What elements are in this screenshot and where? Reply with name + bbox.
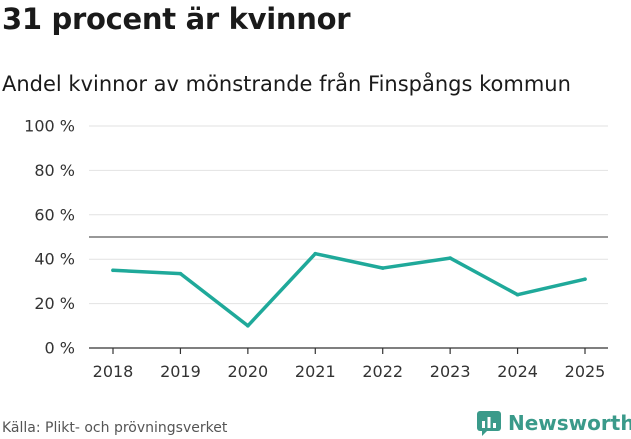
grid-lines — [89, 125, 608, 305]
line-chart: 0 % 20 % 40 % 60 % 80 % 100 % 2018 2019 2020 202… — [24, 117, 608, 381]
brand-name: Newsworthy — [508, 411, 631, 435]
x-axis: 2018 2019 2020 2021 2022 2023 2024 2025 — [89, 347, 608, 381]
x-tick-label: 2018 — [93, 362, 134, 381]
y-tick-label: 0 % — [45, 339, 75, 358]
chart-title: 31 procent är kvinnor — [2, 2, 351, 36]
x-tick-label: 2022 — [362, 362, 403, 381]
source-note: Källa: Plikt- och prövningsverket — [2, 420, 228, 436]
data-point — [111, 268, 115, 273]
x-tick-label: 2023 — [430, 362, 471, 381]
y-tick-label: 100 % — [24, 117, 75, 136]
y-tick-label: 20 % — [34, 294, 75, 313]
series-group — [111, 251, 587, 328]
x-tick-label: 2024 — [497, 362, 538, 381]
x-tick-label: 2019 — [160, 362, 201, 381]
data-point — [448, 256, 452, 260]
data-point — [246, 324, 250, 328]
data-point — [178, 271, 183, 276]
data-point — [380, 266, 385, 270]
y-tick-label: 80 % — [34, 161, 75, 180]
data-point — [515, 292, 520, 297]
brand-logo: Newsworthy — [476, 409, 631, 437]
chart-subtitle: Andel kvinnor av mönstrande från Finspån… — [2, 72, 571, 96]
y-tick-label: 60 % — [34, 205, 75, 224]
data-point — [313, 251, 318, 256]
data-point — [583, 277, 587, 281]
x-tick-label: 2025 — [565, 362, 606, 381]
y-axis-tick-labels: 0 % 20 % 40 % 60 % 80 % 100 % — [24, 117, 75, 358]
x-tick-label: 2021 — [295, 362, 336, 381]
newsworthy-logo-icon — [477, 411, 501, 436]
y-tick-label: 40 % — [34, 250, 75, 269]
series-line — [111, 251, 587, 328]
x-tick-label: 2020 — [227, 362, 268, 381]
